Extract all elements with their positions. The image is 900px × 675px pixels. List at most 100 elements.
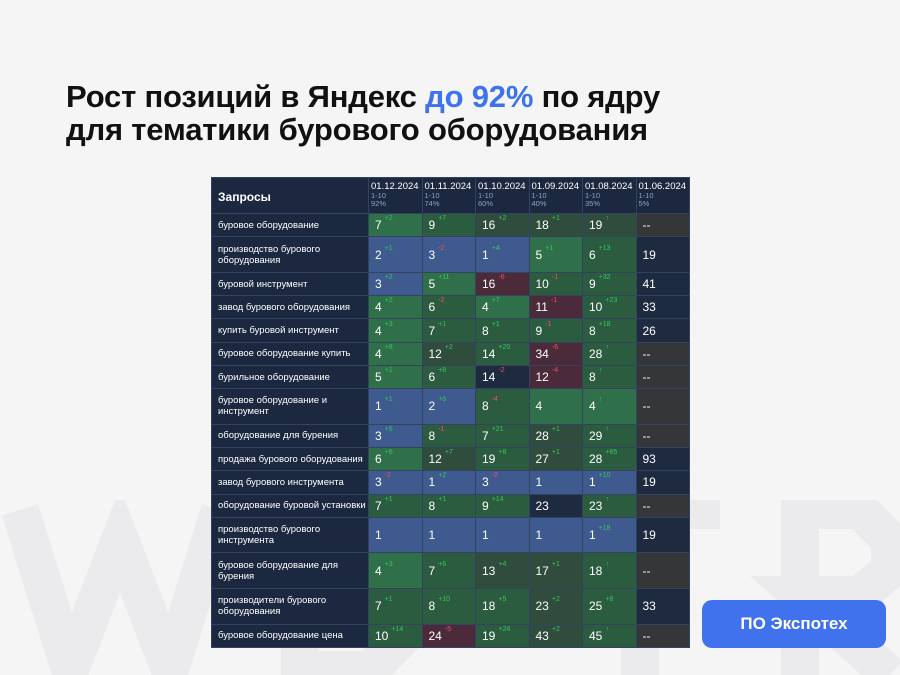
position-value: 12 [428, 346, 442, 361]
column-date: 01.12.2024 [371, 181, 419, 192]
position-cell: 8 -4 [475, 388, 530, 425]
position-change: +2 [498, 215, 507, 223]
position-change: -6 [498, 274, 505, 282]
position-change: +2 [384, 215, 393, 223]
position-cell: 2 +6 [421, 388, 476, 425]
query-cell: буровое оборудование цена [211, 623, 369, 649]
query-cell: буровое оборудование для бурения [211, 552, 369, 590]
position-change: -1 [550, 297, 558, 305]
position-cell: 18 +1 [528, 212, 583, 238]
position-change: +32 [598, 274, 611, 282]
position-value: -- [642, 628, 651, 643]
position-cell: 3 -2 [368, 470, 423, 495]
position-cell: 34 -6 [528, 341, 583, 366]
position-cell: 9 -1 [528, 318, 583, 343]
position-cell: 14 -2 [475, 364, 530, 390]
column-top10-percent: 60% [478, 199, 494, 208]
position-cell: 33 [635, 295, 690, 320]
position-value: 1 [428, 475, 436, 490]
date-column-header: 01.06.2024 1-10 5% [635, 177, 690, 214]
date-column-header: 01.11.2024 1-10 74% [421, 177, 476, 214]
position-cell: 24 -5 [421, 623, 476, 649]
position-change: +3 [384, 320, 393, 328]
position-cell: 7 +6 [421, 552, 476, 590]
position-cell: 8 +1 [475, 318, 530, 343]
position-value: 19 [642, 247, 656, 262]
position-cell: 1 +10 [582, 470, 637, 495]
position-value: 23 [589, 498, 603, 513]
position-value: 4 [375, 323, 382, 338]
position-value: 1 [535, 475, 543, 490]
query-cell: продажа бурового оборудования [211, 447, 369, 472]
position-value: 3 [375, 428, 382, 443]
position-value: 8 [428, 599, 436, 614]
position-cell: 7 +2 [368, 212, 423, 238]
position-value: 1 [535, 528, 543, 543]
table-row: производство бурового оборудования 2 +1 3 -2… [211, 236, 690, 273]
table-row: буровой инструмент 3 +2 5 +11 16 -6 10 -1 9 +32 41 [211, 271, 690, 297]
position-value: 13 [482, 563, 496, 578]
position-value: 19 [642, 475, 656, 490]
position-change: +11 [438, 274, 450, 282]
title-line2: для тематики бурового оборудования [66, 112, 648, 147]
title-accent: до 92% [425, 79, 534, 114]
position-cell: 4 [528, 388, 583, 425]
position-value: 8 [482, 399, 489, 414]
position-cell: 4 +7 [475, 295, 530, 320]
position-change: +6 [438, 560, 447, 568]
table-row: буровое оборудование цена 10 +14 24 -5 19 +24 4… [211, 623, 690, 649]
column-range: 1-10 [424, 191, 440, 200]
expoteh-button[interactable]: ПО Экспотех [702, 600, 886, 648]
query-cell: оборудование буровой установки [211, 493, 369, 518]
position-change: +1 [551, 560, 560, 568]
position-change: +5 [384, 425, 393, 433]
position-cell: 28 ↑ [582, 341, 637, 366]
position-cell: 1 +18 [582, 516, 637, 554]
table-row: продажа бурового оборудования 6 +6 12 +7 19 +8… [211, 447, 690, 472]
position-value: 33 [642, 300, 656, 315]
position-value: 3 [428, 247, 436, 262]
position-cell: 6 +6 [368, 447, 423, 472]
position-cell: 8 +10 [421, 588, 476, 625]
position-cell: 7 +21 [475, 423, 530, 449]
query-cell: оборудование для бурения [211, 423, 369, 449]
position-value: -- [642, 399, 651, 414]
position-change: +10 [598, 472, 611, 480]
position-change: -1 [551, 274, 559, 282]
page-title: Рост позиций в Яндекс до 92% по ядру для … [66, 80, 660, 146]
position-cell: -- [635, 341, 690, 366]
position-cell: 4 ↑ [582, 388, 637, 425]
position-cell: 41 [635, 271, 690, 297]
position-change: +1 [551, 215, 560, 223]
position-cell: 26 [635, 318, 690, 343]
position-cell: 23 [528, 493, 583, 518]
position-change: +1 [545, 244, 554, 252]
position-cell: 1 +4 [475, 236, 530, 273]
column-top10-percent: 74% [424, 199, 440, 208]
position-cell: 5 +1 [368, 364, 423, 390]
position-cell: 7 +1 [368, 588, 423, 625]
position-cell: 3 +5 [368, 423, 423, 449]
position-change: +7 [491, 297, 500, 305]
position-change: +2 [384, 274, 393, 282]
position-value: 28 [589, 452, 603, 467]
position-cell: 18 ↑ [582, 552, 637, 590]
date-column-header: 01.08.2024 1-10 35% [582, 177, 637, 214]
position-cell: 6 +13 [582, 236, 637, 273]
position-cell: 1 [528, 516, 583, 554]
table-row: завод бурового инструмента 3 -2 1 +2 3 -2 1 1 +10… [211, 470, 690, 495]
position-value: 10 [535, 277, 549, 292]
date-column-header: 01.10.2024 1-10 60% [475, 177, 530, 214]
position-value: -- [642, 218, 651, 233]
position-value: 29 [589, 428, 603, 443]
position-change: ↑ [605, 495, 609, 503]
position-change: +8 [605, 596, 614, 604]
position-value: 6 [589, 247, 596, 262]
position-value: 4 [375, 563, 382, 578]
position-value: 14 [482, 370, 496, 385]
position-change: ↑ [598, 367, 603, 375]
position-cell: -- [635, 552, 690, 590]
position-value: 34 [535, 346, 549, 361]
position-change: +2 [551, 625, 560, 633]
position-change: +1 [384, 596, 393, 604]
